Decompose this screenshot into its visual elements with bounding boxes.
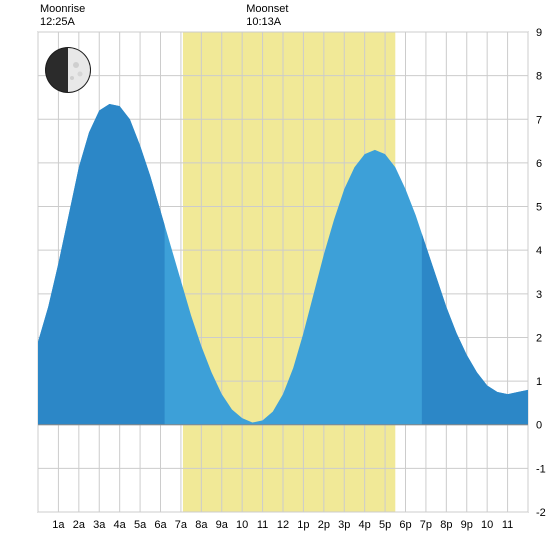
y-tick-label: 3 (536, 289, 542, 301)
header: Moonrise12:25A Moonset10:13A (40, 3, 288, 28)
chart-svg: -2-101234567891a2a3a4a5a6a7a8a9a1011121p… (0, 0, 550, 550)
moon-phase-icon (45, 47, 91, 93)
x-tick-label: 7p (420, 519, 432, 531)
y-tick-label: 2 (536, 332, 542, 344)
y-tick-label: 4 (536, 245, 542, 257)
y-tick-label: 7 (536, 114, 542, 126)
y-tick-label: 9 (536, 27, 542, 39)
y-tick-label: -2 (536, 507, 546, 519)
x-tick-label: 3a (93, 519, 106, 531)
x-tick-label: 10 (236, 519, 248, 531)
y-tick-label: 0 (536, 420, 542, 432)
y-tick-label: -1 (536, 463, 546, 475)
x-tick-label: 9p (461, 519, 473, 531)
x-tick-label: 11 (257, 519, 268, 531)
x-tick-label: 2a (73, 519, 86, 531)
x-tick-label: 6a (154, 519, 167, 531)
y-tick-label: 5 (536, 202, 542, 214)
x-tick-label: 6p (399, 519, 411, 531)
x-tick-label: 8a (195, 519, 208, 531)
x-tick-label: 5a (134, 519, 147, 531)
y-tick-label: 8 (536, 71, 542, 83)
y-tick-label: 1 (536, 376, 542, 388)
x-tick-label: 1p (297, 519, 309, 531)
moonrise-time: 12:25A (40, 16, 76, 28)
x-tick-label: 9a (216, 519, 229, 531)
x-tick-label: 8p (440, 519, 452, 531)
x-tick-label: 3p (338, 519, 350, 531)
x-tick-label: 11 (502, 519, 513, 531)
x-tick-label: 4p (359, 519, 371, 531)
tide-chart: -2-101234567891a2a3a4a5a6a7a8a9a1011121p… (0, 0, 550, 550)
x-tick-label: 12 (277, 519, 289, 531)
x-tick-label: 7a (175, 519, 188, 531)
y-tick-label: 6 (536, 158, 542, 170)
moonset-time: 10:13A (246, 16, 282, 28)
x-tick-label: 5p (379, 519, 391, 531)
x-tick-label: 4a (114, 519, 127, 531)
moonrise-label: Moonrise (40, 3, 85, 15)
x-tick-label: 2p (318, 519, 330, 531)
x-tick-label: 10 (481, 519, 493, 531)
x-tick-label: 1a (52, 519, 65, 531)
moonset-label: Moonset (246, 3, 288, 15)
